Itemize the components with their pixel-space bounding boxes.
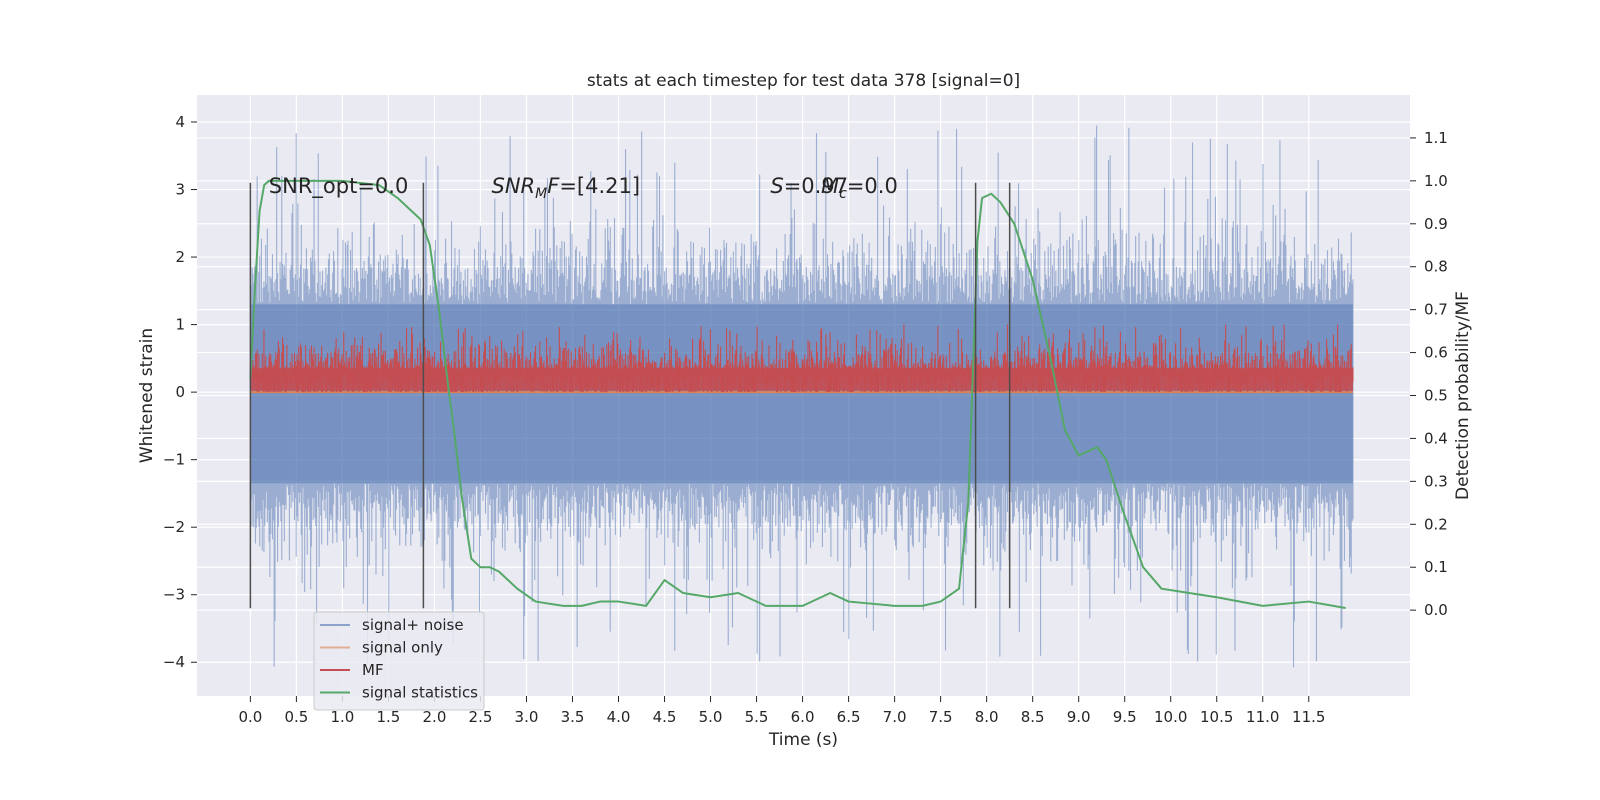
x-tick-label: 5.5 — [745, 708, 769, 726]
x-tick-label: 8.0 — [975, 708, 999, 726]
x-tick-label: 4.5 — [653, 708, 677, 726]
series-signal-statistics — [249, 179, 1346, 609]
series-core-band — [250, 304, 1353, 484]
x-tick-label: 9.5 — [1113, 708, 1137, 726]
y-tick-label-left: 1 — [175, 316, 185, 334]
annotation-s-var: S — [770, 174, 783, 198]
legend-item: signal only — [320, 639, 443, 657]
legend-box — [313, 611, 485, 711]
x-tick-label: 9.0 — [1067, 708, 1091, 726]
legend: signal+ noise signal only MF signal statist… — [313, 611, 485, 711]
x-tick-label: 0.5 — [284, 708, 308, 726]
y-tick-label-right: 0.6 — [1424, 344, 1448, 362]
y-axis-label-right: Detection probability/MF — [1453, 291, 1473, 500]
legend-label: MF — [362, 661, 384, 679]
legend-label: signal statistics — [362, 684, 478, 702]
y-tick-label-right: 0.7 — [1424, 301, 1448, 319]
y-tick-label-left: −1 — [163, 451, 185, 469]
x-tick-label: 11.5 — [1292, 708, 1325, 726]
y-tick-label-right: 0.4 — [1424, 429, 1448, 447]
series-core-band — [250, 367, 1353, 391]
y-tick-label-right: 0.3 — [1424, 472, 1448, 490]
y-tick-label-right: 0.0 — [1424, 601, 1448, 619]
x-tick-label: 7.0 — [883, 708, 907, 726]
annotation-s: S=0.97 — [770, 174, 848, 198]
axes: 0.0 0.5 1.0 1.5 2.0 2.5 3.0 3.5 4.0 4.5 5.0 5.5 6.0 6… — [163, 113, 1448, 726]
annotation-mc-value: =0.0 — [847, 174, 898, 198]
y-tick-label-right: 1.0 — [1424, 172, 1448, 190]
x-tick-label: 10.0 — [1154, 708, 1187, 726]
y-tick-label-right: 0.2 — [1424, 515, 1448, 533]
vertical-markers — [249, 182, 1011, 609]
legend-label: signal only — [362, 639, 443, 657]
y-tick-label-left: −3 — [163, 586, 185, 604]
y-tick-label-left: 4 — [175, 113, 185, 131]
annotation-s-value: =0.97 — [784, 174, 848, 198]
x-axis-label: Time (s) — [768, 730, 838, 750]
annotation-snr-mf-sub: M — [535, 186, 547, 202]
y-tick-label-right: 0.8 — [1424, 258, 1448, 276]
y-tick-label-right: 0.1 — [1424, 558, 1448, 576]
x-tick-label: 1.5 — [376, 708, 400, 726]
y-tick-label-right: 0.5 — [1424, 387, 1448, 405]
x-tick-label: 11.0 — [1246, 708, 1279, 726]
annotation-mc: Mc=0.0 — [821, 174, 898, 202]
x-tick-label: 2.5 — [469, 708, 493, 726]
x-tick-label: 4.0 — [607, 708, 631, 726]
y-axis-label-left: Whitened strain — [137, 328, 157, 463]
x-tick-label: 1.0 — [330, 708, 354, 726]
annotation-snr-mf-var: SNR — [492, 174, 536, 198]
legend-label: signal+ noise — [362, 616, 464, 634]
annotation-mc-sub: c — [839, 186, 847, 202]
annotation-snr-opt: SNR_opt=0.0 — [269, 174, 409, 199]
x-tick-label: 2.0 — [423, 708, 447, 726]
x-tick-label: 6.5 — [837, 708, 861, 726]
x-tick-label: 5.0 — [699, 708, 723, 726]
y-tick-label-left: 0 — [175, 383, 185, 401]
y-tick-label-right: 1.1 — [1424, 129, 1448, 147]
x-tick-label: 7.5 — [929, 708, 953, 726]
series-layer — [249, 125, 1354, 668]
legend-item: MF — [320, 661, 384, 679]
series-signal-noise — [249, 125, 1354, 668]
annotation-snr-mf-var2: F — [547, 174, 560, 198]
annotation-mc-var: M — [821, 174, 839, 198]
annotation-snr-mf-value: =[4.21] — [559, 174, 640, 198]
y-tick-label-left: −2 — [163, 518, 185, 536]
y-tick-label-right: 0.9 — [1424, 215, 1448, 233]
x-tick-label: 3.5 — [561, 708, 585, 726]
legend-item: signal+ noise — [320, 616, 464, 634]
y-tick-label-left: 3 — [175, 181, 185, 199]
annotation-snr-mf: SNRMF=[4.21] — [492, 174, 641, 202]
series-mf — [249, 324, 1354, 393]
y-tick-label-left: −4 — [163, 653, 185, 671]
x-tick-label: 8.5 — [1021, 708, 1045, 726]
x-tick-label: 3.0 — [515, 708, 539, 726]
chart-title: stats at each timestep for test data 378… — [587, 71, 1020, 91]
legend-item: signal statistics — [320, 684, 478, 702]
x-tick-label: 0.0 — [238, 708, 262, 726]
x-tick-label: 6.0 — [791, 708, 815, 726]
x-tick-label: 10.5 — [1200, 708, 1233, 726]
y-tick-label-left: 2 — [175, 248, 185, 266]
